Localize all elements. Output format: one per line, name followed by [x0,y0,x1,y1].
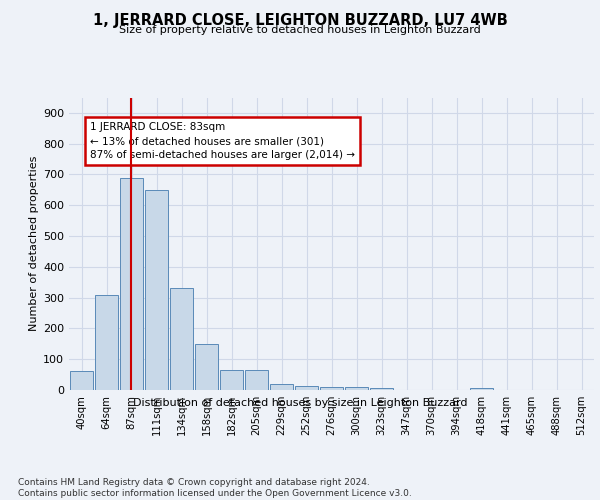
Bar [344,387,368,390]
Bar [370,388,394,390]
Bar [119,178,143,390]
Bar [170,288,193,390]
Text: Contains HM Land Registry data © Crown copyright and database right 2024.
Contai: Contains HM Land Registry data © Crown c… [18,478,412,498]
Text: 1 JERRARD CLOSE: 83sqm
← 13% of detached houses are smaller (301)
87% of semi-de: 1 JERRARD CLOSE: 83sqm ← 13% of detached… [90,122,355,160]
Bar [220,370,244,390]
Bar [320,387,343,390]
Bar [245,370,268,390]
Text: 1, JERRARD CLOSE, LEIGHTON BUZZARD, LU7 4WB: 1, JERRARD CLOSE, LEIGHTON BUZZARD, LU7 … [92,12,508,28]
Y-axis label: Number of detached properties: Number of detached properties [29,156,39,332]
Bar [145,190,169,390]
Bar [470,388,493,390]
Bar [295,386,319,390]
Bar [70,370,94,390]
Text: Distribution of detached houses by size in Leighton Buzzard: Distribution of detached houses by size … [133,398,467,407]
Bar [95,296,118,390]
Bar [269,384,293,390]
Bar [194,344,218,390]
Text: Size of property relative to detached houses in Leighton Buzzard: Size of property relative to detached ho… [119,25,481,35]
